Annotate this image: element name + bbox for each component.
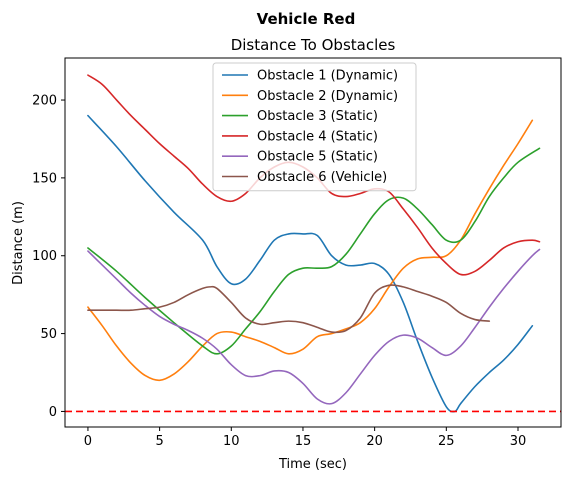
x-tick-label: 0 [84, 434, 92, 449]
legend-label: Obstacle 1 (Dynamic) [257, 69, 398, 84]
y-tick-label: 0 [49, 405, 57, 420]
y-tick-label: 50 [40, 327, 57, 342]
legend: Obstacle 1 (Dynamic) Obstacle 2 (Dynamic)… [213, 63, 416, 191]
legend-label: Obstacle 3 (Static) [257, 109, 378, 124]
series-line-6 [88, 285, 489, 332]
y-tick-label: 200 [32, 94, 57, 109]
x-tick-label: 25 [438, 434, 455, 449]
x-tick-label: 20 [366, 434, 383, 449]
chart-suptitle: Vehicle Red [257, 10, 356, 28]
x-tick-label: 5 [155, 434, 163, 449]
x-axis-label: Time (sec) [278, 457, 347, 472]
legend-label: Obstacle 4 (Static) [257, 129, 378, 144]
x-tick-label: 30 [510, 434, 527, 449]
legend-label: Obstacle 6 (Vehicle) [257, 170, 387, 185]
x-tick-label: 15 [295, 434, 312, 449]
y-tick-label: 100 [32, 249, 57, 264]
legend-label: Obstacle 5 (Static) [257, 150, 378, 165]
legend-label: Obstacle 2 (Dynamic) [257, 89, 398, 104]
x-tick-label: 10 [223, 434, 240, 449]
y-axis-label: Distance (m) [11, 201, 26, 285]
y-tick-label: 150 [32, 171, 57, 186]
chart-title: Distance To Obstacles [231, 36, 396, 54]
